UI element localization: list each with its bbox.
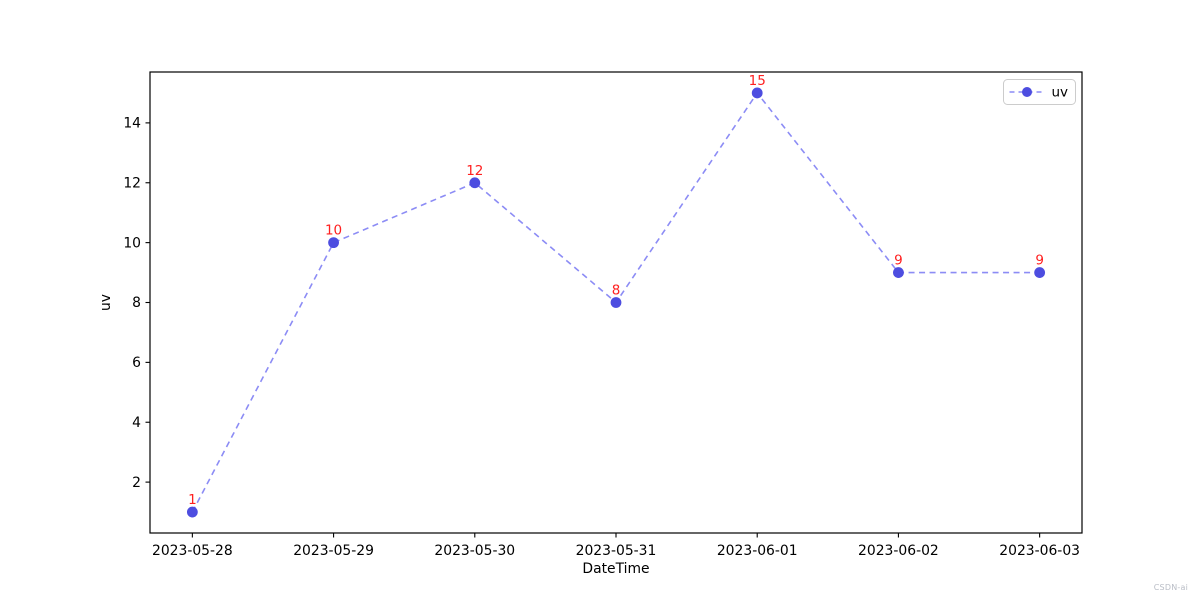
x-tick-label: 2023-06-01: [717, 543, 798, 559]
y-axis-label: uv: [98, 294, 114, 311]
data-point: [1034, 267, 1046, 278]
data-point: [328, 237, 339, 249]
x-tick-label: 2023-05-30: [434, 543, 515, 559]
data-point-label: 9: [894, 253, 903, 269]
x-tick-label: 2023-05-31: [576, 543, 657, 559]
data-point-label: 12: [466, 163, 483, 179]
data-point: [751, 87, 763, 99]
x-tick-label: 2023-05-28: [152, 543, 233, 559]
y-tick-label: 12: [123, 175, 141, 191]
y-tick-label: 4: [132, 415, 141, 431]
legend-marker: [1022, 87, 1032, 97]
data-point: [893, 267, 904, 278]
data-point: [469, 177, 481, 189]
data-point: [186, 506, 198, 518]
y-tick-label: 8: [132, 295, 141, 311]
data-point-label: 10: [325, 223, 342, 239]
legend-label: uv: [1052, 85, 1069, 101]
data-point-label: 1: [188, 492, 197, 508]
watermark: CSDN-ai: [1153, 583, 1188, 592]
y-tick-label: 2: [132, 475, 141, 491]
x-axis-label: DateTime: [582, 561, 649, 577]
data-point: [610, 297, 622, 308]
y-tick-label: 6: [132, 355, 141, 371]
x-tick-label: 2023-06-02: [858, 543, 939, 559]
x-tick-label: 2023-06-03: [999, 543, 1080, 559]
y-tick-label: 14: [123, 116, 141, 132]
data-point-label: 8: [612, 283, 621, 299]
x-tick-label: 2023-05-29: [293, 543, 374, 559]
data-point-label: 9: [1035, 253, 1044, 269]
data-point-label: 15: [749, 73, 766, 89]
y-tick-label: 10: [123, 235, 141, 251]
